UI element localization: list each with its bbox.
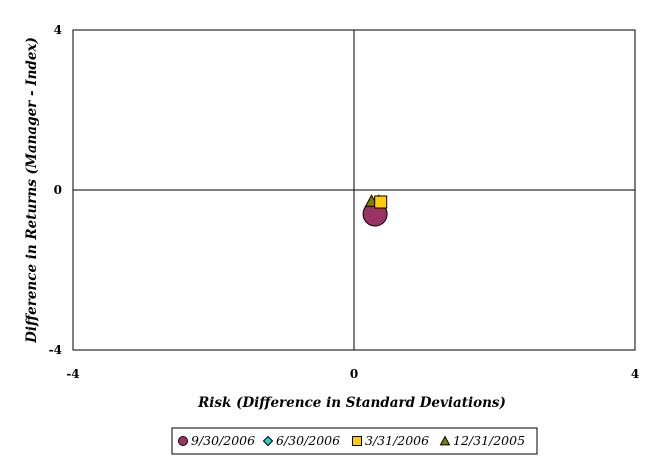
- legend-marker-square: [352, 436, 362, 446]
- y-axis-title: Difference in Returns (Manager - Index): [24, 37, 40, 344]
- data-points: [362, 194, 388, 227]
- legend: 9/30/2006 6/30/2006 3/31/2006 12/31/2005: [178, 433, 525, 448]
- x-axis-title: Risk (Difference in Standard Deviations): [197, 395, 506, 411]
- legend-marker-triangle: [439, 435, 451, 446]
- legend-marker-circle: [178, 436, 188, 446]
- x-tick-label: 0: [350, 367, 358, 381]
- legend-label: 6/30/2006: [276, 433, 340, 448]
- legend-label: 3/31/2006: [365, 433, 429, 448]
- x-tick-label: 4: [631, 367, 639, 381]
- data-point-square: [374, 195, 388, 209]
- legend-label: 9/30/2006: [191, 433, 255, 448]
- legend-label: 12/31/2005: [453, 433, 525, 448]
- y-tick-label: 0: [54, 183, 62, 197]
- y-tick-label: 4: [54, 23, 62, 37]
- x-tick-label: -4: [66, 367, 79, 381]
- y-tick-label: -4: [49, 343, 62, 357]
- legend-marker-diamond: [262, 435, 274, 447]
